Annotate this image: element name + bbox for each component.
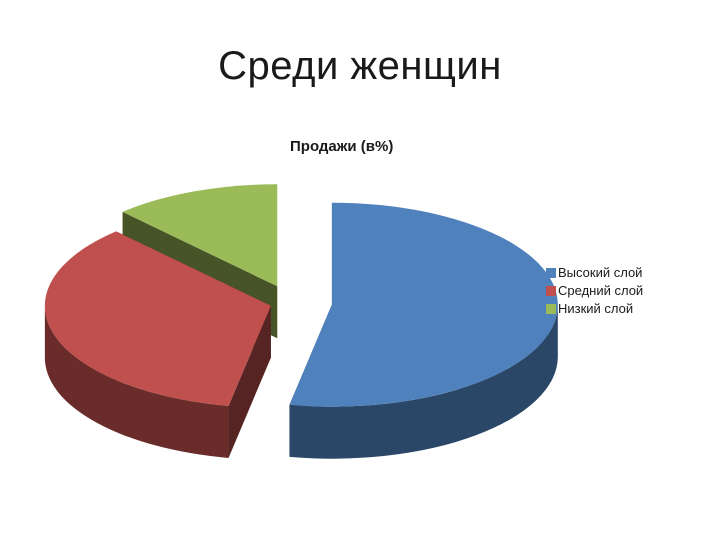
slice-high-side [289, 304, 558, 459]
slice-low-top [122, 184, 278, 287]
legend-item-middle: Средний слой [546, 282, 643, 300]
slice-middle-side [44, 305, 229, 458]
legend-swatch-middle [546, 286, 556, 296]
legend-swatch-high [546, 268, 556, 278]
legend-swatch-low [546, 304, 556, 314]
slide-title: Среди женщин [218, 44, 502, 88]
legend-label-middle: Средний слой [558, 283, 644, 298]
legend-item-high: Высокий слой [546, 264, 643, 282]
legend-label-low: Низкий слой [558, 301, 634, 316]
legend-label-high: Высокий слой [558, 265, 643, 280]
slice-middle [44, 231, 271, 458]
slice-middle-top [44, 231, 271, 406]
legend: Высокий слой Средний слой Низкий слой [546, 264, 643, 318]
slice-high-top [289, 202, 558, 407]
slice-high [289, 202, 558, 459]
chart-title: Продажи (в%) [290, 138, 394, 155]
legend-item-low: Низкий слой [546, 300, 643, 318]
